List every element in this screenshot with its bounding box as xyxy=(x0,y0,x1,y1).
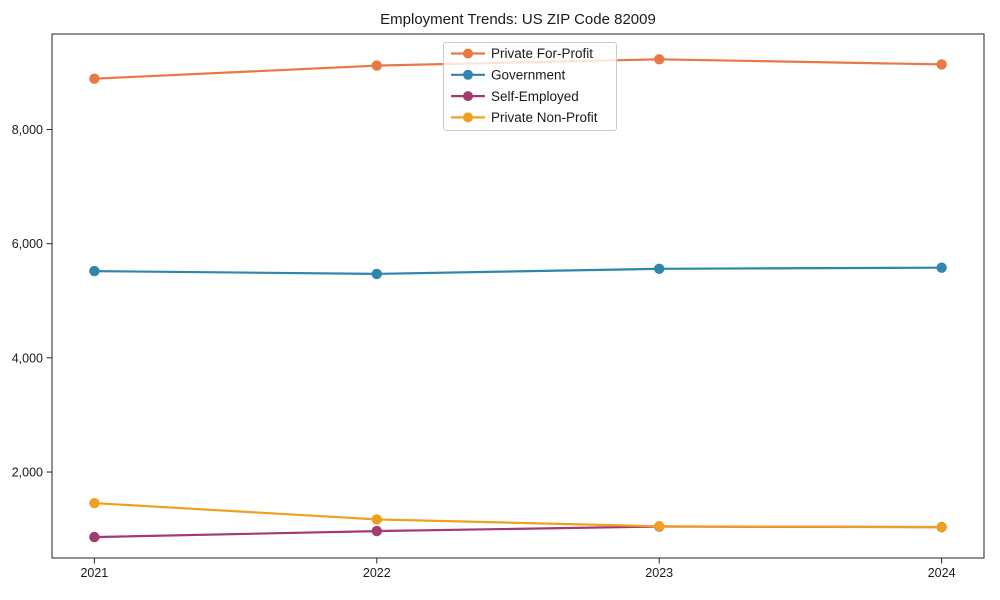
legend-item-label: Private Non-Profit xyxy=(491,110,598,125)
y-axis-tick-label: 4,000 xyxy=(12,351,43,365)
legend-swatch-marker xyxy=(463,112,473,123)
x-axis-tick-label: 2021 xyxy=(80,566,108,580)
x-axis-tick-label: 2023 xyxy=(645,566,673,580)
data-point-marker xyxy=(371,525,382,537)
legend-swatch-marker xyxy=(463,69,473,80)
series-line-self-employed xyxy=(93,525,943,539)
legend-swatch-marker xyxy=(463,91,473,102)
data-point-marker xyxy=(654,521,665,532)
data-point-marker xyxy=(89,531,100,543)
plot-area xyxy=(51,33,985,559)
chart-title: Employment Trends: US ZIP Code 82009 xyxy=(380,11,656,28)
data-point-marker xyxy=(936,59,947,70)
data-point-marker xyxy=(936,262,947,273)
series-line-government xyxy=(93,266,943,275)
y-axis-tick-label: 6,000 xyxy=(12,237,43,251)
data-point-marker xyxy=(89,497,100,509)
data-point-marker xyxy=(89,73,100,84)
data-point-marker xyxy=(89,265,100,277)
data-point-marker xyxy=(654,54,665,65)
data-point-marker xyxy=(371,268,382,280)
legend-item-label: Private For-Profit xyxy=(491,46,593,61)
data-point-marker xyxy=(936,521,947,533)
legend-item-label: Government xyxy=(491,68,566,83)
legend-item-label: Self-Employed xyxy=(491,89,579,104)
data-point-marker xyxy=(371,60,382,71)
x-axis-tick-label: 2022 xyxy=(363,566,391,580)
legend-swatch-marker xyxy=(463,48,473,59)
y-axis-tick-label: 8,000 xyxy=(12,123,43,137)
x-axis-tick-label: 2024 xyxy=(928,566,956,580)
data-point-marker xyxy=(371,514,382,525)
data-point-marker xyxy=(654,263,665,274)
legend xyxy=(443,42,617,131)
y-axis-tick-label: 2,000 xyxy=(12,466,43,480)
series-line-private-non-profit xyxy=(93,502,943,529)
